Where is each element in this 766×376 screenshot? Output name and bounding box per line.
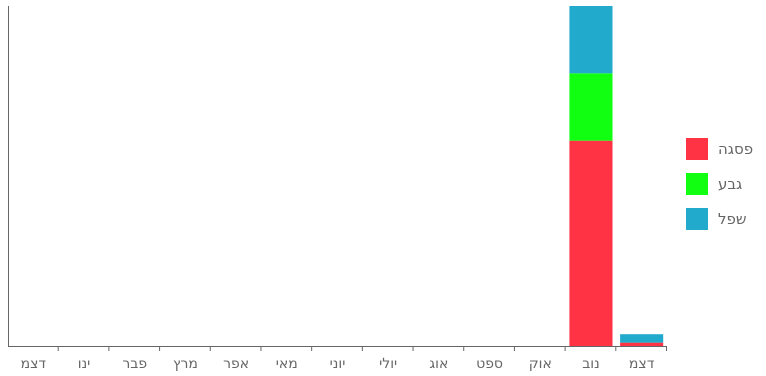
bar-segment[interactable] (569, 73, 613, 141)
x-tick-labels-group: דצמ ינו פבר מרץ אפר מאי יוני יולי אוג ספט אוק נוב דצ… (21, 356, 655, 372)
x-tick-label: נוב (582, 356, 600, 372)
x-tick-label: ספט (476, 356, 503, 372)
legend-item[interactable]: פסגה (686, 131, 753, 166)
legend-item[interactable]: שפל (686, 201, 753, 236)
legend-swatch (686, 137, 708, 160)
bar-segment[interactable] (620, 334, 664, 343)
legend-swatch (686, 172, 708, 195)
bar-segment[interactable] (569, 6, 613, 74)
x-tick-label: אוג (429, 356, 448, 372)
bar-segment[interactable] (569, 140, 613, 346)
x-tick-label: אפר (223, 356, 249, 372)
legend-swatch (686, 207, 708, 230)
legend-label: שפל (718, 209, 747, 228)
x-tick-label: אוק (529, 356, 552, 372)
legend-item[interactable]: גבע (686, 166, 753, 201)
legend-label: פסגה (718, 139, 754, 158)
bar-segment[interactable] (620, 342, 664, 346)
legend-label: גבע (718, 174, 743, 193)
x-tick-label: יוני (330, 356, 346, 372)
x-tick-label: דצמ (21, 356, 47, 372)
bars-group (569, 6, 664, 346)
x-tick-label: מאי (276, 356, 298, 372)
x-tick-label: ינו (78, 356, 91, 372)
x-tick-label: פבר (122, 356, 147, 372)
x-tick-label: מרץ (173, 356, 198, 372)
legend: פסגה גבע שפל (686, 131, 753, 236)
x-ticks-group (57, 346, 667, 351)
x-tick-label: יולי (379, 356, 397, 372)
x-tick-label: דצמ (629, 356, 655, 372)
